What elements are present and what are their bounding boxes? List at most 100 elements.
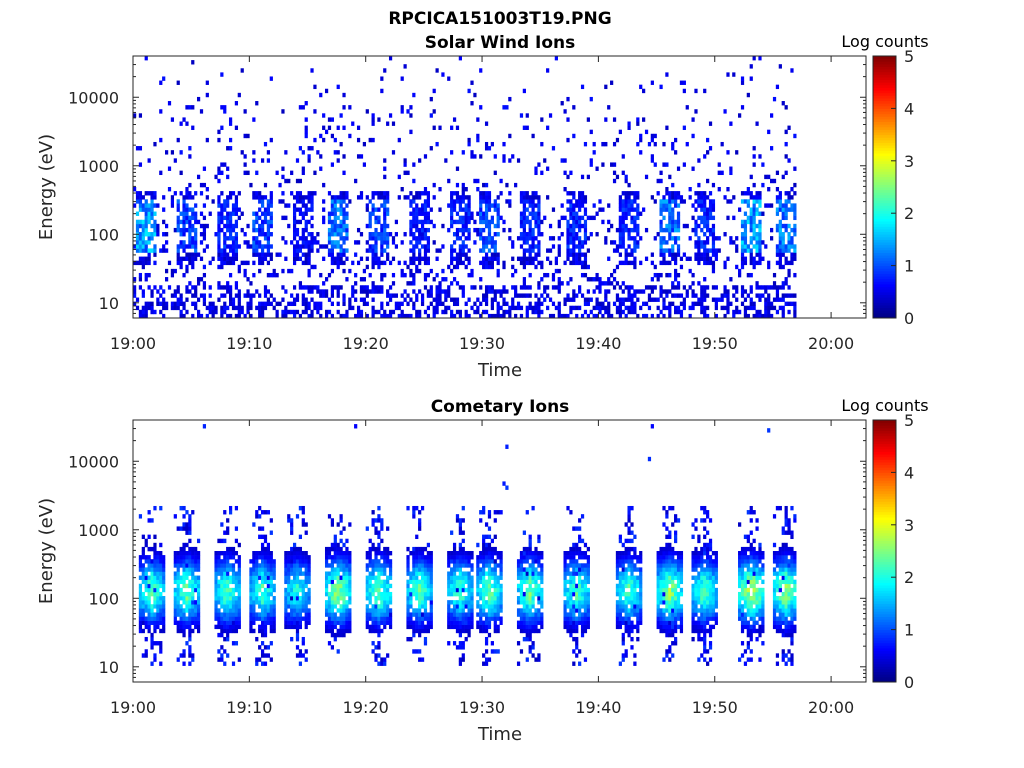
heatmap-cell [284, 596, 288, 601]
heatmap-cell [531, 191, 535, 196]
heatmap-cell [292, 575, 297, 580]
heatmap-cell [304, 649, 308, 654]
heatmap-cell [269, 612, 273, 617]
heatmap-cell [147, 534, 151, 540]
heatmap-cell [327, 624, 332, 630]
heatmap-cell [301, 105, 305, 110]
heatmap-cell [644, 301, 649, 307]
heatmap-cell [612, 268, 617, 274]
heatmap-cell [566, 223, 570, 229]
heatmap-cell [784, 227, 788, 233]
heatmap-cell [301, 244, 305, 249]
heatmap-cell [185, 195, 189, 200]
heatmap-cell [589, 297, 593, 302]
heatmap-cell [243, 109, 247, 114]
heatmap-cell [141, 244, 145, 249]
heatmap-cell [371, 616, 375, 621]
heatmap-cell [141, 264, 145, 270]
heatmap-cell [781, 248, 785, 253]
heatmap-cell [514, 268, 518, 274]
heatmap-cell [220, 583, 224, 589]
heatmap-cell [176, 227, 180, 233]
heatmap-cell [767, 297, 771, 302]
heatmap-cell [196, 281, 201, 286]
heatmap-cell [377, 616, 381, 621]
heatmap-cell [432, 195, 436, 200]
heatmap-cell [260, 551, 265, 556]
heatmap-cell [380, 289, 384, 294]
heatmap-cell [330, 162, 334, 167]
heatmap-cell [252, 248, 256, 253]
heatmap-cell [653, 236, 657, 241]
heatmap-cell [371, 604, 375, 609]
heatmap-cell [234, 551, 239, 556]
heatmap-cell [356, 125, 361, 130]
heatmap-cell [546, 68, 550, 73]
heatmap-cell [339, 546, 343, 552]
heatmap-cell [519, 285, 524, 290]
heatmap-cell [470, 150, 474, 155]
heatmap-cell [345, 555, 349, 560]
heatmap-cell [284, 563, 288, 568]
heatmap-cell [374, 219, 378, 225]
heatmap-cell [758, 227, 762, 233]
heatmap-cell [246, 244, 250, 249]
heatmap-cell [694, 227, 698, 233]
heatmap-cell [505, 199, 509, 204]
heatmap-cell [691, 272, 695, 278]
heatmap-cell [196, 579, 201, 585]
heatmap-cell [371, 264, 375, 270]
heatmap-cell [546, 166, 550, 171]
heatmap-cell [409, 219, 413, 225]
heatmap-cell [348, 559, 352, 564]
heatmap-cell [671, 223, 675, 229]
heatmap-cell [327, 575, 332, 580]
heatmap-cell [490, 215, 494, 221]
heatmap-cell [386, 559, 390, 564]
heatmap-cell [386, 195, 390, 200]
heatmap-cell [138, 207, 143, 212]
heatmap-cell [156, 612, 160, 617]
heatmap-cell [223, 587, 227, 593]
heatmap-cell [214, 616, 218, 621]
heatmap-cell [144, 559, 148, 564]
heatmap-cell [775, 293, 780, 298]
heatmap-cell [400, 272, 404, 278]
heatmap-cell [327, 628, 332, 634]
heatmap-cell [144, 542, 148, 548]
heatmap-cell [342, 620, 346, 625]
heatmap-cell [694, 88, 698, 94]
heatmap-cell [310, 244, 314, 249]
heatmap-cell [327, 252, 332, 257]
heatmap-cell [231, 236, 236, 241]
heatmap-cell [627, 289, 631, 294]
heatmap-cell [287, 203, 291, 208]
heatmap-cell [255, 191, 259, 196]
heatmap-cell [409, 612, 413, 617]
heatmap-cell [223, 305, 227, 311]
heatmap-cell [566, 256, 570, 261]
heatmap-cell [412, 579, 416, 585]
heatmap-cell [415, 313, 419, 319]
heatmap-cell [214, 596, 218, 601]
heatmap-cell [266, 203, 271, 208]
heatmap-cell [330, 542, 334, 548]
heatmap-cell [386, 252, 390, 257]
heatmap-cell [176, 551, 180, 556]
heatmap-cell [423, 624, 428, 630]
heatmap-cell [266, 546, 271, 552]
heatmap-cell [540, 277, 544, 282]
heatmap-cell [336, 264, 340, 270]
heatmap-cell [522, 223, 526, 229]
heatmap-cell [650, 297, 654, 302]
heatmap-cell [607, 219, 611, 225]
heatmap-cell [790, 227, 794, 233]
heatmap-cell [173, 227, 177, 233]
heatmap-cell [330, 260, 334, 266]
heatmap-cell [255, 101, 259, 106]
heatmap-cell [185, 583, 189, 589]
heatmap-cell [711, 264, 716, 270]
heatmap-cell [319, 166, 323, 171]
heatmap-cell [691, 166, 695, 171]
heatmap-cell [246, 309, 250, 315]
